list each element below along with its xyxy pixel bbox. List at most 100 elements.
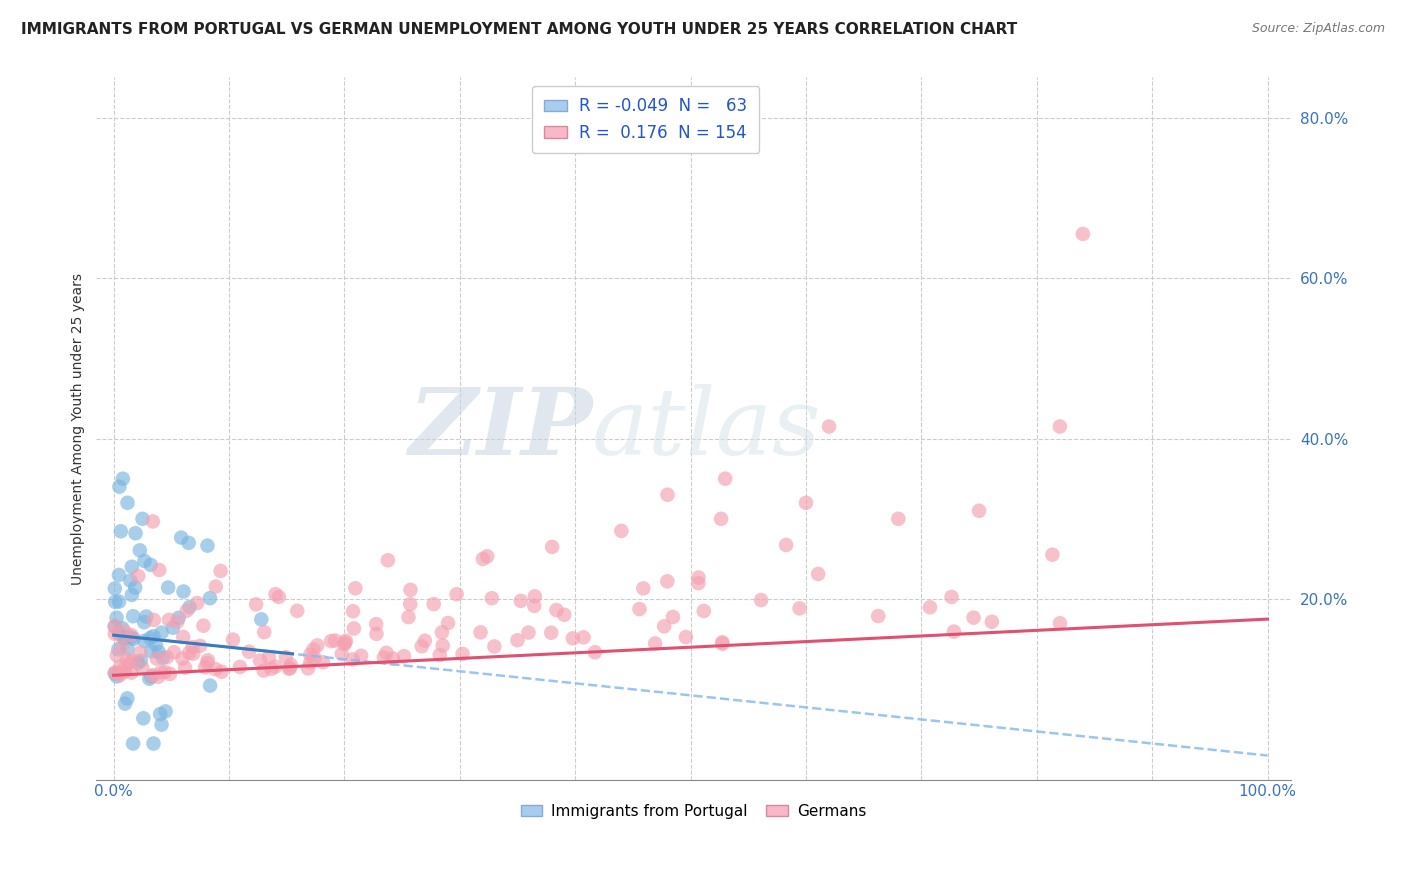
Point: [138, 672, 160, 686]
Point: [146, 670, 169, 684]
Point: [399, 582, 422, 597]
Point: [135, 609, 157, 624]
Point: [162, 621, 184, 635]
Point: [710, 512, 733, 526]
Point: [980, 615, 1002, 629]
Point: [278, 661, 301, 675]
Point: [117, 652, 139, 666]
Point: [112, 630, 135, 644]
Point: [108, 594, 131, 608]
Point: [274, 650, 297, 665]
Point: [131, 512, 153, 526]
Point: [330, 647, 353, 661]
Point: [693, 604, 716, 618]
Point: [134, 554, 156, 568]
Point: [523, 599, 546, 613]
Point: [193, 618, 215, 632]
Point: [142, 629, 165, 643]
Point: [104, 619, 127, 633]
Point: [139, 558, 162, 572]
Point: [451, 647, 474, 661]
Point: [302, 642, 325, 657]
Point: [711, 635, 734, 649]
Point: [204, 580, 226, 594]
Point: [152, 651, 174, 665]
Point: [105, 666, 128, 681]
Point: [285, 604, 308, 618]
Point: [121, 665, 143, 680]
Point: [304, 651, 326, 665]
Point: [506, 633, 529, 648]
Point: [942, 624, 965, 639]
Point: [142, 613, 165, 627]
Point: [264, 659, 287, 673]
Point: [509, 594, 531, 608]
Point: [186, 596, 208, 610]
Point: [344, 582, 367, 596]
Point: [807, 566, 830, 581]
Point: [714, 472, 737, 486]
Point: [470, 625, 492, 640]
Point: [583, 645, 606, 659]
Point: [307, 639, 329, 653]
Point: [1049, 419, 1071, 434]
Point: [238, 645, 260, 659]
Point: [122, 737, 145, 751]
Point: [540, 625, 562, 640]
Point: [481, 591, 503, 606]
Point: [120, 631, 142, 645]
Point: [172, 584, 194, 599]
Point: [132, 711, 155, 725]
Point: [377, 553, 399, 567]
Point: [142, 668, 165, 682]
Text: IMMIGRANTS FROM PORTUGAL VS GERMAN UNEMPLOYMENT AMONG YOUTH UNDER 25 YEARS CORRE: IMMIGRANTS FROM PORTUGAL VS GERMAN UNEMP…: [21, 22, 1018, 37]
Point: [222, 632, 245, 647]
Point: [114, 624, 136, 639]
Point: [157, 613, 180, 627]
Point: [749, 593, 772, 607]
Point: [174, 661, 197, 675]
Point: [179, 600, 201, 615]
Point: [967, 504, 990, 518]
Point: [110, 524, 132, 539]
Point: [117, 496, 139, 510]
Point: [111, 639, 134, 653]
Point: [644, 636, 666, 650]
Point: [342, 604, 364, 618]
Point: [675, 630, 697, 644]
Point: [321, 634, 343, 648]
Point: [688, 576, 710, 591]
Point: [122, 632, 145, 646]
Point: [471, 552, 494, 566]
Point: [209, 564, 232, 578]
Point: [1049, 616, 1071, 631]
Point: [250, 612, 273, 626]
Point: [335, 636, 357, 650]
Point: [253, 625, 276, 640]
Point: [312, 655, 335, 669]
Point: [150, 625, 173, 640]
Point: [157, 581, 180, 595]
Point: [422, 597, 444, 611]
Point: [129, 646, 152, 660]
Legend: Immigrants from Portugal, Germans: Immigrants from Portugal, Germans: [515, 797, 872, 824]
Point: [257, 650, 280, 665]
Point: [118, 656, 141, 670]
Point: [299, 655, 322, 669]
Point: [172, 651, 194, 665]
Point: [153, 665, 176, 679]
Point: [541, 540, 564, 554]
Point: [108, 668, 131, 682]
Point: [149, 707, 172, 722]
Point: [111, 621, 134, 635]
Point: [163, 645, 186, 659]
Point: [267, 590, 290, 604]
Point: [166, 615, 188, 629]
Point: [111, 472, 134, 486]
Point: [381, 651, 404, 665]
Point: [104, 620, 127, 634]
Point: [517, 625, 540, 640]
Point: [114, 665, 136, 679]
Point: [561, 632, 583, 646]
Point: [523, 590, 546, 604]
